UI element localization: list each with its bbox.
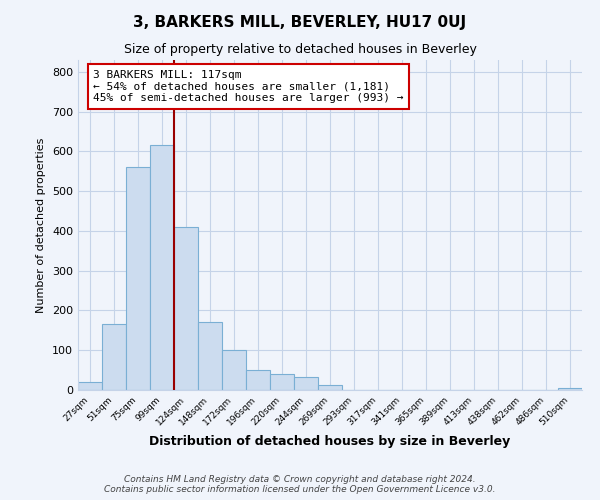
Bar (294, 377, 318, 390)
X-axis label: Distribution of detached houses by size in Beverley: Distribution of detached houses by size … (149, 436, 511, 448)
Bar (270, 374, 294, 390)
Bar (558, 388, 582, 390)
Text: Size of property relative to detached houses in Beverley: Size of property relative to detached ho… (124, 42, 476, 56)
Bar (246, 370, 270, 390)
Text: Contains HM Land Registry data © Crown copyright and database right 2024.
Contai: Contains HM Land Registry data © Crown c… (104, 475, 496, 494)
Bar (102, 324, 126, 390)
Text: 3, BARKERS MILL, BEVERLEY, HU17 0UJ: 3, BARKERS MILL, BEVERLEY, HU17 0UJ (133, 15, 467, 30)
Bar (78, 382, 102, 390)
Bar (318, 385, 342, 390)
Bar (198, 322, 222, 390)
Text: 3 BARKERS MILL: 117sqm
← 54% of detached houses are smaller (1,181)
45% of semi-: 3 BARKERS MILL: 117sqm ← 54% of detached… (93, 70, 404, 103)
Bar (150, 146, 174, 390)
Y-axis label: Number of detached properties: Number of detached properties (37, 138, 46, 312)
Bar (126, 168, 150, 390)
Bar (174, 227, 198, 390)
Bar (222, 350, 246, 390)
